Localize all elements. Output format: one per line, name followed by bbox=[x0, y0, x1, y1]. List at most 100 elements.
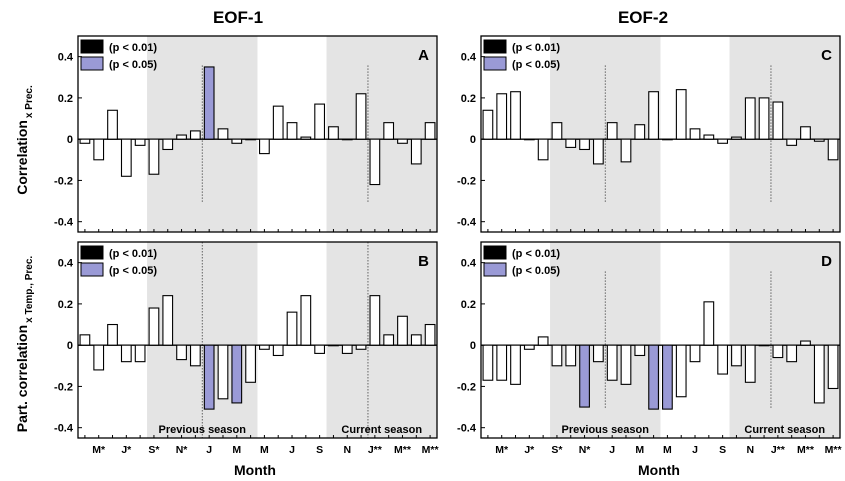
bar bbox=[203, 344, 215, 410]
x-axis-label-left: Month bbox=[234, 462, 276, 478]
bar bbox=[565, 138, 577, 148]
column-title-eof1: EOF-1 bbox=[213, 8, 263, 27]
bar bbox=[551, 344, 563, 367]
month-tick-label: M** bbox=[394, 444, 412, 456]
y-tick-label: 0.4 bbox=[461, 52, 477, 64]
panel-A: -0.4 -0.2 0 0.2 0.4 A (p < 0.01) (p < 0.05) bbox=[54, 35, 438, 233]
row-label-partial-correlation: Part. correlation x Temp., Prec. bbox=[14, 256, 35, 433]
bar bbox=[189, 130, 201, 140]
bar bbox=[800, 340, 811, 346]
bar bbox=[703, 301, 715, 346]
previous-season-label: Previous season bbox=[562, 424, 650, 436]
legend-swatch bbox=[80, 245, 104, 260]
month-tick-label: J** bbox=[771, 444, 786, 456]
bar bbox=[369, 138, 381, 186]
month-tick-label: J bbox=[692, 444, 698, 456]
bar bbox=[134, 344, 146, 363]
bar bbox=[592, 344, 604, 363]
month-tick-label: J bbox=[609, 444, 615, 456]
legend-swatch bbox=[483, 262, 507, 277]
month-tick-label: J bbox=[206, 444, 212, 456]
panel-letter: B bbox=[418, 253, 429, 270]
panel-D: -0.4 -0.2 0 0.2 0.4 M* J* S* N* J M M J S N J** M** M** Pr… bbox=[457, 241, 843, 456]
bar bbox=[245, 138, 256, 141]
bar bbox=[107, 323, 118, 346]
month-tick-label: M bbox=[635, 444, 644, 456]
bar bbox=[410, 334, 422, 346]
month-tick-label: M bbox=[260, 444, 269, 456]
y-tick-label: -0.4 bbox=[54, 217, 74, 229]
bar bbox=[523, 138, 535, 141]
bar bbox=[300, 136, 312, 140]
month-tick-label: J** bbox=[368, 444, 383, 456]
bar bbox=[259, 138, 270, 155]
y-tick-label: -0.2 bbox=[54, 381, 73, 393]
month-tick-label: J bbox=[289, 444, 295, 456]
bar bbox=[482, 344, 494, 381]
y-tick-label: 0.4 bbox=[58, 52, 74, 64]
y-tick-label: 0.4 bbox=[58, 258, 74, 270]
y-tick-label: 0 bbox=[67, 134, 73, 146]
bar bbox=[424, 323, 436, 346]
bar bbox=[79, 138, 91, 144]
bar bbox=[259, 344, 270, 350]
bar bbox=[675, 89, 687, 140]
legend-label: (p < 0.05) bbox=[512, 265, 560, 277]
bar bbox=[93, 138, 105, 161]
bar bbox=[800, 126, 811, 140]
panel-frame bbox=[77, 35, 438, 233]
month-tick-label: M bbox=[663, 444, 672, 456]
bar bbox=[176, 344, 187, 361]
bar bbox=[786, 138, 798, 146]
legend-swatch bbox=[80, 39, 104, 54]
legend-swatch bbox=[80, 262, 104, 277]
bar bbox=[286, 122, 298, 140]
month-tick-label: S bbox=[719, 444, 726, 456]
bar bbox=[634, 344, 646, 357]
y-tick-label: 0 bbox=[67, 340, 73, 352]
bar bbox=[482, 109, 494, 140]
bar bbox=[662, 138, 673, 141]
bar bbox=[383, 334, 395, 346]
bar bbox=[758, 97, 770, 140]
row-label-partial-main: Part. correlation bbox=[14, 325, 30, 432]
bar bbox=[592, 138, 604, 165]
bar bbox=[689, 344, 701, 363]
bar bbox=[758, 344, 770, 347]
month-tick-label: M** bbox=[825, 444, 843, 456]
bar bbox=[107, 109, 118, 140]
bar bbox=[648, 91, 659, 140]
panel-B: -0.4 -0.2 0 0.2 0.4 M* J* S* N* J M M J S N J** M** M** Pr… bbox=[54, 241, 439, 456]
bar bbox=[245, 344, 256, 383]
bar bbox=[176, 134, 187, 140]
bar bbox=[813, 344, 825, 404]
panel-letter: C bbox=[821, 47, 832, 64]
bar bbox=[314, 344, 326, 354]
y-tick-label: 0.4 bbox=[461, 258, 477, 270]
y-tick-label: 0.2 bbox=[461, 299, 476, 311]
month-tick-label: J* bbox=[121, 444, 132, 456]
bar bbox=[827, 344, 839, 390]
current-season-label: Current season bbox=[744, 424, 825, 436]
bar bbox=[231, 138, 243, 144]
bar bbox=[744, 344, 756, 383]
month-tick-label: S bbox=[316, 444, 323, 456]
bar bbox=[717, 138, 729, 144]
row-label-correlation-main: Correlation bbox=[14, 120, 30, 195]
bar bbox=[162, 138, 174, 151]
legend-swatch bbox=[80, 56, 104, 71]
legend-swatch bbox=[483, 245, 507, 260]
bar bbox=[606, 122, 618, 140]
y-tick-label: 0.2 bbox=[58, 299, 73, 311]
row-label-correlation: Correlation x Prec. bbox=[14, 85, 35, 195]
bar bbox=[120, 138, 132, 177]
legend-label: (p < 0.01) bbox=[109, 42, 157, 54]
y-tick-label: 0.2 bbox=[461, 93, 476, 105]
bar bbox=[731, 344, 742, 367]
legend-label: (p < 0.01) bbox=[512, 248, 560, 260]
bar bbox=[620, 344, 632, 385]
bar bbox=[314, 103, 326, 140]
column-title-eof2: EOF-2 bbox=[618, 8, 668, 27]
month-tick-label: N bbox=[746, 444, 754, 456]
bar bbox=[786, 344, 798, 363]
